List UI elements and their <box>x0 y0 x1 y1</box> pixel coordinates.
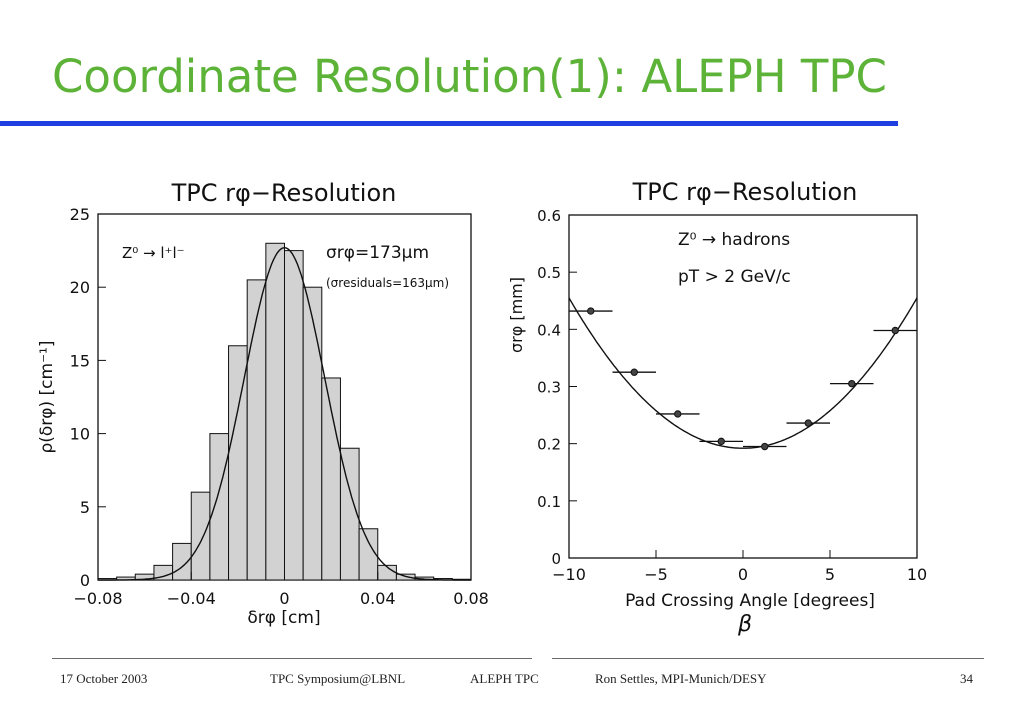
histogram-bar <box>190 491 211 581</box>
histogram-bar <box>358 528 379 581</box>
footer-date: 17 October 2003 <box>60 671 148 686</box>
histogram-xtick-label: 0.08 <box>453 589 489 608</box>
footer-event: TPC Symposium@LBNL <box>270 671 406 686</box>
resolution-parabola-fit <box>568 297 918 449</box>
histogram-bar <box>209 433 230 581</box>
resolution-point <box>848 379 856 388</box>
resolution-ylabel: σrφ [mm] <box>507 277 526 353</box>
footer-rule-right <box>552 658 984 659</box>
resolution-chart: TPC rφ−Resolution −10 −5 0 5 10 0 0.1 0.2 0.3 0.… <box>507 178 927 637</box>
resolution-ytick-label: 0.2 <box>537 436 561 454</box>
histogram-ytick-label: 0 <box>80 571 90 590</box>
histogram-xlabel: δrφ [cm] <box>247 608 320 628</box>
histogram-ylabel: ρ(δrφ) [cm⁻¹] <box>37 340 57 453</box>
footer-rule-left <box>52 658 532 659</box>
resolution-point <box>717 437 725 446</box>
resolution-xtick-label: 0 <box>738 565 748 584</box>
resolution-point <box>891 326 899 335</box>
footer-author: Ron Settles, MPI-Munich/DESY <box>595 671 767 686</box>
resolution-xtick-label: 10 <box>907 565 927 584</box>
resolution-xtick-label: −10 <box>552 565 586 584</box>
histogram-bar <box>265 242 286 581</box>
resolution-point <box>587 307 595 315</box>
histogram-xtick-label: −0.04 <box>167 589 216 608</box>
histogram-ytick-label: 15 <box>70 351 90 370</box>
title-rule <box>0 121 898 126</box>
resolution-ytick-label: 0.3 <box>537 379 561 397</box>
resolution-point <box>630 368 638 376</box>
resolution-xlabel: Pad Crossing Angle [degrees] <box>625 591 875 611</box>
footer-topic: ALEPH TPC <box>470 671 539 686</box>
histogram-gaussian-fit <box>98 246 471 581</box>
resolution-ytick-label: 0.5 <box>537 264 561 282</box>
resolution-ytick-label: 0.1 <box>537 493 561 511</box>
resolution-cut-label: pT > 2 GeV/c <box>678 267 791 287</box>
histogram-process-label: Z⁰ → l⁺l⁻ <box>122 244 185 262</box>
histogram-sigma-label: σrφ=173μm <box>326 243 429 263</box>
histogram-bar <box>284 250 304 581</box>
resolution-ytick-label: 0.4 <box>537 321 561 339</box>
histogram-chart: TPC rφ−Resolution −0.08 −0.04 0 0.04 0.08 0 5… <box>37 179 489 628</box>
histogram-ytick-label: 20 <box>70 278 90 297</box>
histogram-bar <box>302 286 323 581</box>
histogram-bar <box>172 542 192 581</box>
resolution-point <box>804 419 812 427</box>
resolution-xtick-label: −5 <box>644 565 668 584</box>
histogram-residuals-label: (σresiduals=163μm) <box>326 276 449 290</box>
resolution-title: TPC rφ−Resolution <box>632 178 858 206</box>
footer-page-number: 34 <box>960 671 973 686</box>
resolution-point <box>761 442 769 451</box>
histogram-xtick-label: 0.04 <box>360 589 396 608</box>
histogram-xtick-label: −0.08 <box>73 589 122 608</box>
resolution-process-label: Z⁰ → hadrons <box>678 230 790 250</box>
resolution-xtick-label: 5 <box>825 565 835 584</box>
histogram-ytick-label: 5 <box>80 498 90 517</box>
histogram-xtick-label: 0 <box>279 589 289 608</box>
resolution-xlabel-beta: β <box>737 612 752 637</box>
histogram-ytick-label: 25 <box>70 205 90 224</box>
histogram-bar <box>246 279 267 581</box>
resolution-ytick-label: 0.6 <box>537 207 561 225</box>
histogram-bar <box>339 447 360 581</box>
histogram-ytick-label: 10 <box>70 425 90 444</box>
resolution-point <box>674 410 682 418</box>
resolution-ytick-label: 0 <box>551 550 561 568</box>
sigma-value: =173μm <box>355 243 429 263</box>
slide-title: Coordinate Resolution(1): ALEPH TPC <box>52 50 887 103</box>
sigma-symbol: σrφ <box>326 243 355 263</box>
histogram-title: TPC rφ−Resolution <box>171 179 397 207</box>
